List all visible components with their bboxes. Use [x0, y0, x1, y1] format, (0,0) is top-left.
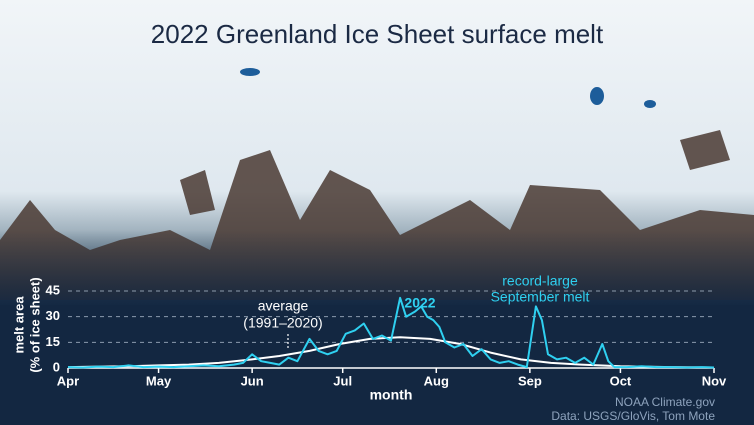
x-tick-label: Jul — [333, 373, 352, 388]
x-tick-label: Apr — [57, 373, 79, 388]
y-tick-label: 0 — [53, 359, 60, 374]
y-axis-label-line: melt area — [11, 296, 26, 354]
series-line — [67, 296, 715, 369]
x-tick-label: Oct — [610, 373, 632, 388]
x-tick-label: Aug — [424, 373, 449, 388]
y-tick-label: 45 — [46, 282, 60, 297]
annotation: September melt — [491, 289, 590, 305]
series-label: average — [258, 298, 309, 314]
y-axis-label: melt area (% of ice sheet) — [11, 277, 42, 372]
series-line — [67, 336, 715, 369]
credit: Data: USGS/GloVis, Tom Mote — [551, 409, 715, 423]
annotation: record-large — [502, 273, 578, 289]
x-tick-label: May — [146, 373, 172, 388]
x-tick-label: Jun — [241, 373, 264, 388]
y-tick-label: 15 — [46, 334, 60, 349]
credit: NOAA Climate.gov — [615, 395, 715, 409]
x-tick-label: Sep — [518, 373, 542, 388]
x-tick-label: Nov — [702, 373, 727, 388]
annotation: (1991–2020) — [243, 315, 322, 331]
x-axis-label: month — [370, 387, 413, 403]
series-label: 2022 — [404, 295, 435, 311]
y-tick-label: 30 — [46, 308, 60, 323]
chart-title: 2022 Greenland Ice Sheet surface melt — [151, 19, 604, 49]
y-axis-label-line: (% of ice sheet) — [27, 277, 42, 372]
